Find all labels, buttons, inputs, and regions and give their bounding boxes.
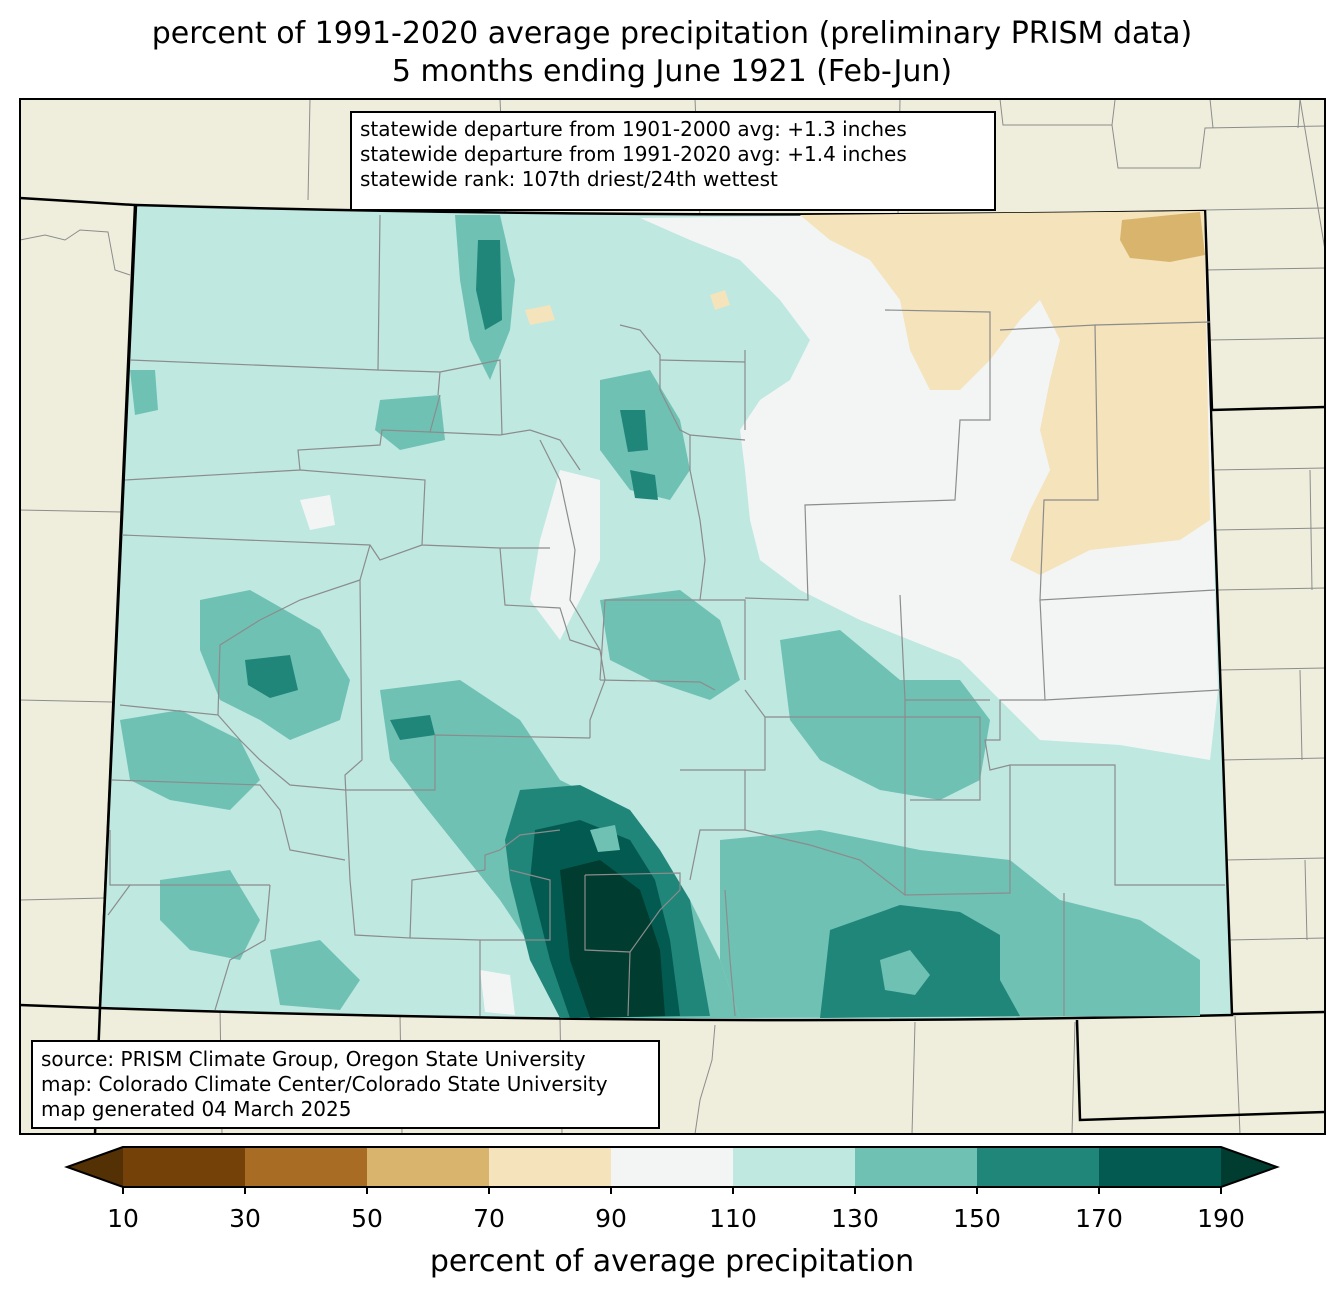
colorbar-tick-label: 50 xyxy=(351,1204,383,1233)
map-title: percent of 1991-2020 average precipitati… xyxy=(151,16,1193,51)
colorbar-bin xyxy=(1099,1147,1222,1187)
colorbar-under-arrow xyxy=(67,1147,123,1187)
colorbar-tick-label: 10 xyxy=(107,1204,139,1233)
colorbar-tick-label: 190 xyxy=(1197,1204,1245,1233)
colorbar-tick-label: 170 xyxy=(1075,1204,1123,1233)
colorbar-bin xyxy=(123,1147,246,1187)
map-subtitle: 5 months ending June 1921 (Feb-Jun) xyxy=(391,54,953,89)
colorbar-tick-label: 70 xyxy=(473,1204,505,1233)
colorbar-tick-label: 30 xyxy=(229,1204,261,1233)
colorbar-bin xyxy=(489,1147,612,1187)
colorbar-tick-label: 110 xyxy=(709,1204,757,1233)
colorbar-bin xyxy=(733,1147,856,1187)
colorbar-bin xyxy=(855,1147,978,1187)
colorbar-bin xyxy=(367,1147,490,1187)
colorbar-label: percent of average precipitation xyxy=(429,1244,915,1279)
colorbar-bin xyxy=(977,1147,1100,1187)
colorbar-tick-label: 130 xyxy=(831,1204,879,1233)
colorbar-over-arrow xyxy=(1221,1147,1277,1187)
colorbar-bin xyxy=(245,1147,368,1187)
colorbar-tick-label: 150 xyxy=(953,1204,1001,1233)
colorbar-bin xyxy=(611,1147,734,1187)
colorbar-tick-label: 90 xyxy=(595,1204,627,1233)
